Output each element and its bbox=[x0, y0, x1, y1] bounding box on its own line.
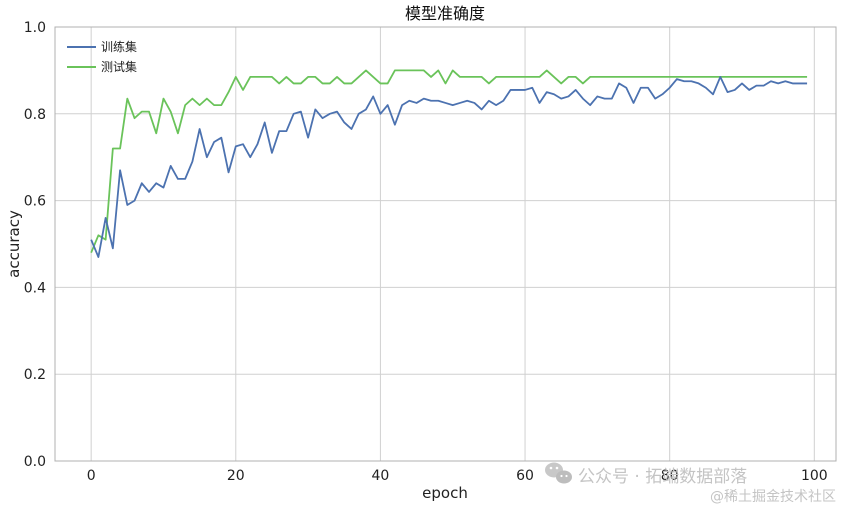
x-tick-label: 60 bbox=[516, 468, 534, 484]
y-tick-label: 0.6 bbox=[24, 194, 46, 210]
x-tick-label: 40 bbox=[372, 468, 390, 484]
tick-labels: 0 20 40 60 80 100 0.0 0.2 0.4 0.6 0.8 1.0 bbox=[24, 20, 828, 484]
y-tick-label: 0.0 bbox=[24, 454, 46, 470]
watermark: 公众号 · 拓端数据部落 @稀土掘金技术社区 bbox=[545, 462, 836, 505]
y-tick-label: 0.8 bbox=[24, 107, 46, 123]
x-axis-label: epoch bbox=[422, 484, 468, 502]
series-line-train bbox=[90, 76, 808, 258]
y-tick-label: 1.0 bbox=[24, 20, 46, 36]
y-tick-label: 0.4 bbox=[24, 280, 46, 296]
x-tick-label: 0 bbox=[87, 468, 96, 484]
legend-label-train: 训练集 bbox=[101, 39, 137, 54]
x-tick-label: 80 bbox=[661, 468, 679, 484]
legend: 训练集 测试集 bbox=[67, 39, 137, 74]
series-layer bbox=[90, 69, 808, 258]
x-tick-label: 20 bbox=[227, 468, 245, 484]
grid-lines bbox=[55, 26, 836, 462]
legend-label-test: 测试集 bbox=[101, 59, 137, 74]
x-tick-label: 100 bbox=[801, 468, 828, 484]
watermark-line2: @稀土掘金技术社区 bbox=[710, 489, 836, 505]
plot-frame bbox=[54, 26, 837, 462]
series-line-test bbox=[90, 69, 808, 254]
watermark-line1: 公众号 · 拓端数据部落 bbox=[578, 467, 747, 487]
y-axis-label: accuracy bbox=[5, 210, 23, 278]
chart-title: 模型准确度 bbox=[405, 4, 485, 23]
y-tick-label: 0.2 bbox=[24, 367, 46, 383]
wechat-icon bbox=[545, 462, 572, 484]
